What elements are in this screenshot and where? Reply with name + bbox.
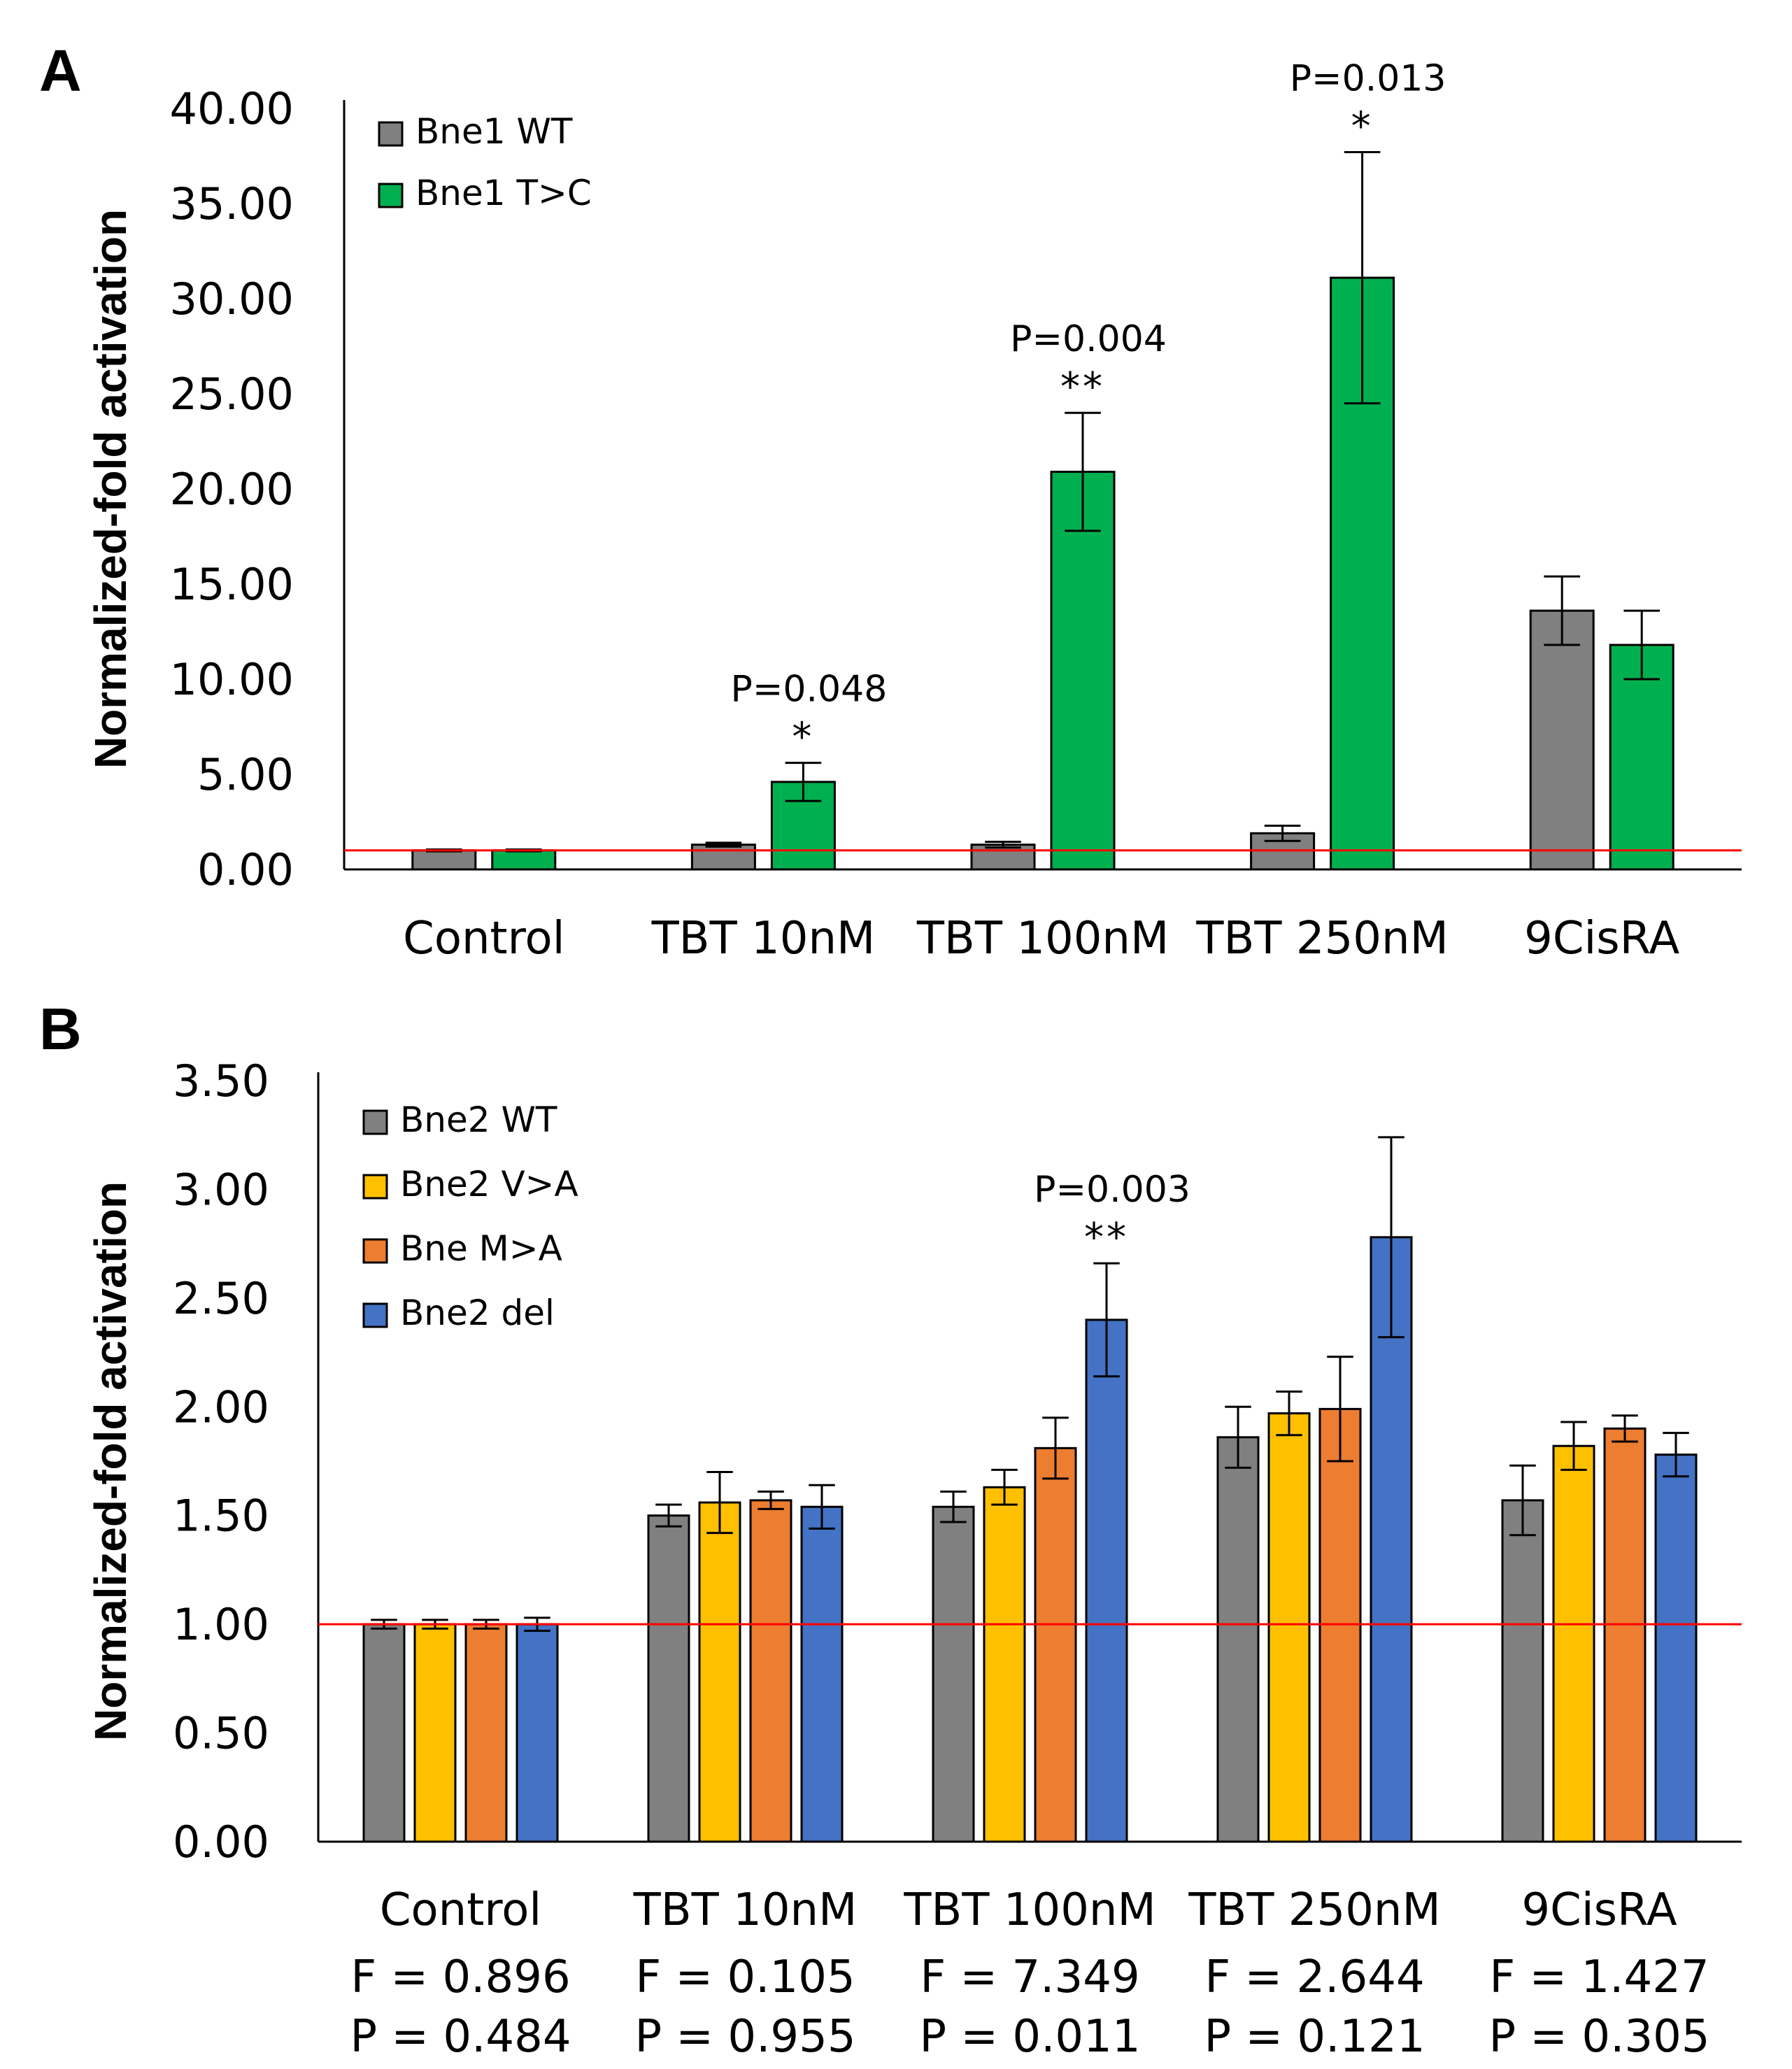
category-p-stat: P = 0.955: [634, 2011, 855, 2063]
bar: [983, 1486, 1026, 1843]
x-category-label: TBT 100nM: [916, 913, 1169, 965]
bar: [1603, 1427, 1647, 1843]
legend-label: Bne2 WT: [400, 1100, 557, 1140]
x-category-label: TBT 10nM: [651, 913, 876, 965]
legend-label: Bne M>A: [400, 1228, 562, 1269]
bar: [491, 849, 557, 871]
legend-label: Bne1 T>C: [415, 173, 592, 213]
y-tick-label: 0.50: [173, 1708, 269, 1759]
bar: [970, 844, 1036, 871]
x-category-label: TBT 10nM: [633, 1884, 858, 1936]
x-category-label: TBT 250nM: [1188, 1884, 1440, 1936]
bar: [1216, 1436, 1260, 1843]
bar: [698, 1501, 741, 1843]
y-tick-label: 40.00: [170, 83, 294, 134]
significance-stars: **: [1060, 364, 1105, 410]
bar: [411, 849, 477, 871]
y-tick-label: 15.00: [170, 559, 294, 610]
legend-label: Bne2 V>A: [400, 1164, 578, 1204]
bar: [1609, 644, 1674, 871]
panel-label: A: [39, 38, 82, 104]
legend: Bne1 WT Bne1 T>C: [378, 111, 592, 213]
y-tick-label: 5.00: [197, 749, 294, 800]
significance-stars: *: [1351, 104, 1374, 150]
bar: [647, 1514, 690, 1843]
y-tick-label: 1.50: [173, 1491, 269, 1542]
y-tick-label: 0.00: [197, 844, 294, 895]
legend-label: Bne2 del: [400, 1293, 555, 1333]
y-axis-label: Normalized-fold activation: [85, 209, 136, 769]
y-tick-label: 0.00: [173, 1816, 269, 1868]
bar: [749, 1499, 792, 1843]
y-tick-label: 3.50: [173, 1055, 269, 1107]
legend-swatch: [362, 1174, 388, 1200]
y-tick-label: 3.00: [173, 1164, 269, 1215]
x-category-label: 9CisRA: [1521, 1884, 1677, 1936]
bar: [800, 1505, 844, 1843]
bar: [690, 844, 756, 871]
y-tick-label: 2.50: [173, 1273, 269, 1324]
bar: [1654, 1453, 1698, 1843]
legend-swatch: [378, 121, 404, 147]
bar: [932, 1505, 975, 1843]
legend-label: Bne1 WT: [415, 111, 573, 152]
y-tick-label: 20.00: [170, 464, 294, 515]
category-f-stat: F = 0.896: [350, 1951, 570, 2003]
x-category-label: Control: [403, 913, 564, 965]
chart-panel-B: B Normalized-fold activation 0.00 0.50 1.00 1…: [39, 996, 1742, 2063]
category-f-stat: F = 1.427: [1489, 1951, 1709, 2003]
x-category-label: TBT 100nM: [903, 1884, 1155, 1936]
bar: [1552, 1444, 1595, 1843]
chart-panel-A: A Normalized-fold activation 0.00 5.00 10.00…: [39, 38, 1742, 965]
p-value-label: P=0.048: [731, 669, 888, 711]
p-value-label: P=0.013: [1290, 58, 1446, 100]
significance-stars: **: [1084, 1215, 1129, 1260]
legend-swatch: [362, 1238, 388, 1264]
legend-swatch: [378, 183, 404, 208]
x-category-label: TBT 250nM: [1195, 913, 1448, 965]
y-axis-label: Normalized-fold activation: [85, 1181, 136, 1741]
bar: [464, 1623, 508, 1843]
significance-stars: *: [792, 715, 814, 760]
bar: [515, 1623, 559, 1843]
bar: [362, 1623, 406, 1843]
category-p-stat: P = 0.011: [919, 2011, 1140, 2063]
bar: [1318, 1407, 1362, 1843]
category-f-stat: F = 0.105: [635, 1951, 855, 2003]
y-tick-label: 30.00: [170, 273, 294, 325]
legend-swatch: [362, 1109, 388, 1135]
x-category-label: 9CisRA: [1524, 913, 1679, 965]
p-value-label: P=0.004: [1010, 318, 1167, 360]
y-tick-label: 25.00: [170, 369, 294, 420]
bar: [1529, 609, 1595, 871]
y-tick-label: 10.00: [170, 654, 294, 705]
bar: [1501, 1499, 1544, 1843]
bar: [1050, 471, 1116, 871]
y-tick-label: 35.00: [170, 178, 294, 229]
category-p-stat: P = 0.121: [1204, 2011, 1425, 2063]
category-f-stat: F = 7.349: [920, 1951, 1139, 2003]
y-tick-label: 1.00: [173, 1599, 269, 1650]
p-value-label: P=0.003: [1034, 1169, 1190, 1211]
legend: Bne2 WT Bne2 V>A Bne M>A Bne2 del: [362, 1100, 578, 1333]
legend-swatch: [362, 1302, 388, 1328]
bar: [1085, 1318, 1128, 1843]
bar: [1267, 1412, 1311, 1843]
bar: [1034, 1446, 1077, 1843]
panel-label: B: [39, 996, 82, 1062]
y-tick-label: 2.00: [173, 1381, 269, 1432]
x-category-label: Control: [380, 1884, 541, 1936]
category-p-stat: P = 0.484: [350, 2011, 571, 2063]
category-f-stat: F = 2.644: [1204, 1951, 1424, 2003]
bar: [413, 1623, 457, 1843]
category-p-stat: P = 0.305: [1488, 2011, 1709, 2063]
